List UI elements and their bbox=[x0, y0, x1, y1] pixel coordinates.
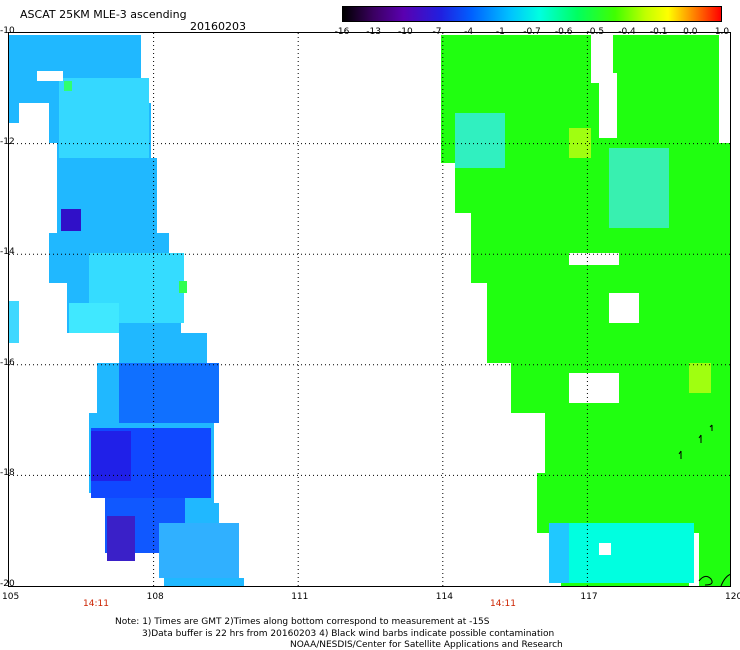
right-lightblue-patch bbox=[549, 523, 569, 583]
footnote-line-1: Note: 1) Times are GMT 2)Times along bot… bbox=[115, 617, 490, 627]
map-frame bbox=[8, 32, 731, 587]
longitude-label: 114 bbox=[435, 592, 453, 602]
grid bbox=[9, 33, 730, 586]
latitude-label: -10 bbox=[0, 26, 15, 36]
right-cyan-patch bbox=[455, 113, 505, 168]
right-cyan-patch bbox=[609, 148, 669, 228]
time-label: 14:11 bbox=[490, 599, 516, 609]
colorbar bbox=[342, 6, 722, 22]
latitude-label: -20 bbox=[0, 579, 15, 589]
longitude-label: 111 bbox=[291, 592, 309, 602]
latitude-label: -16 bbox=[0, 357, 15, 368]
right-gap bbox=[599, 73, 617, 138]
footnote-line-3: NOAA/NESDIS/Center for Satellite Applica… bbox=[290, 640, 563, 650]
latitude-label: -14 bbox=[0, 247, 15, 258]
left-green-dot bbox=[64, 81, 72, 91]
longitude-label: 120 bbox=[725, 592, 740, 602]
left-strip bbox=[9, 301, 19, 343]
right-gap bbox=[569, 253, 619, 265]
right-yellowgreen-patch bbox=[569, 128, 591, 158]
left-cyan-patch bbox=[69, 303, 119, 333]
longitude-label: 105 bbox=[2, 592, 20, 602]
left-gap bbox=[37, 71, 63, 81]
left-green-dot bbox=[179, 281, 187, 293]
right-gap bbox=[569, 373, 619, 403]
left-lightblue-patch bbox=[159, 523, 239, 578]
map-date: 20160203 bbox=[190, 20, 246, 33]
left-darkblue-patch bbox=[91, 431, 131, 481]
swath-map bbox=[9, 33, 730, 586]
left-purple-patch bbox=[61, 209, 81, 231]
left-swath bbox=[9, 35, 244, 586]
left-purple-patch bbox=[107, 516, 135, 561]
right-gap bbox=[599, 543, 611, 555]
time-label: 14:11 bbox=[83, 599, 109, 609]
latitude-label: -12 bbox=[0, 136, 15, 147]
left-blue-patch bbox=[119, 363, 219, 423]
wind-barb-icon bbox=[678, 450, 682, 459]
wind-barb-icon bbox=[698, 434, 702, 443]
right-gap bbox=[609, 293, 639, 323]
longitude-label: 108 bbox=[146, 592, 164, 602]
left-cyan-patch bbox=[59, 78, 149, 158]
footnote-line-2: 3)Data buffer is 22 hrs from 20160203 4)… bbox=[142, 629, 555, 639]
coastline bbox=[698, 573, 730, 586]
latitude-label: -18 bbox=[0, 468, 15, 479]
wind-barb-icon bbox=[709, 424, 713, 431]
map-title: ASCAT 25KM MLE-3 ascending bbox=[20, 8, 187, 21]
right-cyan-patch bbox=[564, 523, 694, 583]
wind-barbs bbox=[678, 424, 730, 586]
longitude-label: 117 bbox=[580, 592, 598, 602]
right-swath bbox=[441, 35, 730, 586]
right-yellowgreen-patch bbox=[689, 363, 711, 393]
